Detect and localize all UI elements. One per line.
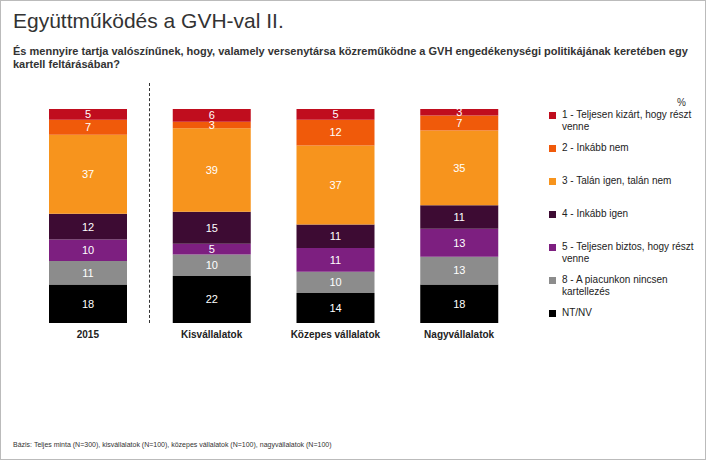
html-text:Bázis: Teljes minta (N=300), k: Bázis: Teljes minta (N=300), kisvállalat… (13, 441, 332, 448)
html-text:4 - Inkább igen: 4 - Inkább igen (562, 208, 629, 219)
html-text:8 - A piacunkon nincsen kartel: 8 - A piacunkon nincsen kartellezés (562, 274, 668, 297)
svg-text:13: 13 (453, 264, 465, 276)
svg-text:10: 10 (82, 244, 94, 256)
html-text:1 - Teljesen kizárt, hogy rész: 1 - Teljesen kizárt, hogy részt venne (562, 109, 692, 132)
svg-text:39: 39 (206, 164, 218, 176)
svg-text:Kisvállalatok: Kisvállalatok (181, 329, 243, 340)
html-text:3 - Talán igen, talán nem: 3 - Talán igen, talán nem (562, 175, 672, 186)
svg-text:11: 11 (82, 267, 93, 279)
svg-text:37: 37 (82, 168, 94, 180)
svg-text:5: 5 (332, 108, 338, 120)
svg-text:Nagyvállalatok: Nagyvállalatok (424, 329, 494, 340)
svg-text:37: 37 (329, 179, 341, 191)
svg-text:Közepes vállalatok: Közepes vállalatok (291, 329, 381, 340)
svg-text:10: 10 (329, 276, 341, 288)
svg-text:15: 15 (206, 222, 218, 234)
svg-text:12: 12 (329, 126, 341, 138)
svg-text:22: 22 (206, 293, 218, 305)
svg-text:18: 18 (453, 298, 465, 310)
svg-text:5: 5 (209, 243, 215, 255)
svg-text:10: 10 (206, 259, 218, 271)
svg-text:2015: 2015 (77, 329, 100, 340)
svg-text:11: 11 (330, 230, 341, 242)
svg-text:7: 7 (456, 117, 462, 129)
svg-text:11: 11 (454, 211, 465, 223)
html-text:Együttműködés a GVH-val II.: Együttműködés a GVH-val II. (13, 9, 284, 32)
html-text:NT/NV: NT/NV (562, 307, 592, 318)
html-text:2 - Inkább nem: 2 - Inkább nem (562, 142, 629, 153)
svg-text:12: 12 (82, 221, 94, 233)
svg-text:7: 7 (85, 121, 91, 133)
svg-text:5: 5 (85, 108, 91, 120)
svg-text:35: 35 (453, 162, 465, 174)
svg-text:18: 18 (82, 298, 94, 310)
svg-text:13: 13 (453, 237, 465, 249)
svg-text:3: 3 (456, 106, 462, 118)
html-text:5 - Teljesen biztos, hogy rész: 5 - Teljesen biztos, hogy részt venne (562, 241, 694, 264)
svg-text:3: 3 (208, 119, 215, 131)
svg-text:11: 11 (330, 254, 341, 266)
html-text:És mennyire tartja valószínűne: És mennyire tartja valószínűnek, hogy, v… (13, 45, 688, 70)
svg-text:14: 14 (329, 302, 341, 314)
svg-text:6: 6 (209, 109, 215, 121)
